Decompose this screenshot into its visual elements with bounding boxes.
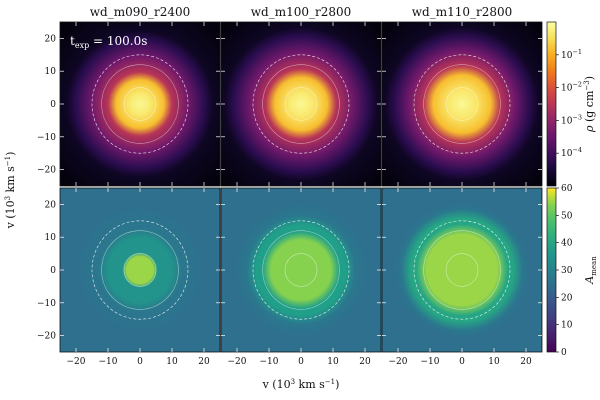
contour-ring [91, 220, 189, 320]
heatmap-field [382, 22, 542, 186]
contour-ring [445, 87, 479, 121]
time-annotation: texp = 100.0s [70, 34, 147, 50]
x-tick-label: 0 [298, 357, 304, 367]
colorbar-tick-label: 40 [561, 239, 573, 249]
x-tick-label: 0 [459, 357, 465, 367]
panel-wd_m110_r2800-amean [382, 188, 542, 352]
colorbar-label-density: ρ (g cm−3) [583, 76, 596, 133]
colorbar-tick-label: 10−4 [561, 146, 582, 159]
colorbar-label-amean: Amean [583, 256, 598, 285]
panel-wd_m110_r2800-density [382, 22, 542, 186]
contour-ring [445, 253, 479, 287]
y-tick-label: 20 [45, 200, 57, 210]
contour-ring [252, 220, 350, 320]
y-tick-label: −20 [37, 166, 56, 176]
y-tick-label: 10 [45, 67, 57, 77]
x-tick-label: −20 [67, 357, 86, 367]
contour-ring [284, 253, 318, 287]
y-axis-label: v (103 km s−1) [4, 152, 17, 230]
panel-title: wd_m100_r2800 [251, 5, 352, 19]
heatmap-field [382, 188, 542, 352]
x-tick-label: −10 [99, 357, 118, 367]
overlay-group: wd_m090_r2400 wd_m100_r2800 wd_m110_r2800t… [4, 5, 598, 391]
contour-ring [262, 64, 340, 144]
x-tick-label: 0 [137, 357, 143, 367]
colorbar-tick-label: 0 [561, 348, 567, 358]
contour-ring [252, 54, 350, 154]
y-tick-label: 0 [50, 100, 56, 110]
contour-ring [91, 54, 189, 154]
heatmap-field [60, 22, 220, 186]
y-tick-label: −20 [37, 332, 56, 342]
x-tick-label: −20 [228, 357, 247, 367]
y-tick-label: −10 [37, 133, 56, 143]
heatmap-field [221, 188, 381, 352]
colorbar-tick-label: 60 [561, 184, 573, 194]
contour-ring [284, 87, 318, 121]
y-tick-label: 10 [45, 233, 57, 243]
panel-title: wd_m090_r2400 [90, 5, 191, 19]
colorbar-tick-label: 10−1 [561, 48, 582, 61]
colorbar-tick-label: 10−2 [561, 81, 582, 94]
panel-title: wd_m110_r2800 [412, 5, 513, 19]
x-tick-label: 10 [166, 357, 178, 367]
contour-ring [101, 64, 179, 144]
x-tick-label: 20 [198, 357, 210, 367]
contour-ring [101, 230, 179, 310]
contour-ring [423, 64, 501, 144]
contour-ring [123, 87, 157, 121]
contour-ring [413, 220, 511, 320]
y-tick-label: 0 [50, 266, 56, 276]
colorbar-tick-label: 30 [561, 266, 573, 276]
panel-wd_m100_r2800-amean [221, 188, 381, 352]
x-tick-label: −10 [421, 357, 440, 367]
x-tick-label: 20 [359, 357, 371, 367]
heatmap-field [221, 22, 381, 186]
panel-wd_m090_r2400-amean [60, 188, 220, 352]
panel-wd_m090_r2400-density [60, 22, 220, 186]
x-tick-label: 10 [327, 357, 339, 367]
contour-ring [423, 230, 501, 310]
y-tick-label: −10 [37, 299, 56, 309]
colorbar-amean [546, 187, 557, 353]
panel-wd_m100_r2800-density [221, 22, 381, 186]
contour-ring [413, 54, 511, 154]
panels-group [59, 21, 543, 353]
contour-ring [262, 230, 340, 310]
x-tick-label: 20 [520, 357, 532, 367]
x-tick-label: 10 [488, 357, 500, 367]
colorbar-tick-label: 20 [561, 293, 573, 303]
x-tick-label: −20 [389, 357, 408, 367]
x-axis-label: v (103 km s−1) [262, 378, 340, 391]
colorbar-density [546, 21, 557, 187]
colorbar-tick-label: 10 [561, 321, 573, 331]
colorbar-tick-label: 50 [561, 211, 573, 221]
colorbar-tick-label: 10−3 [561, 113, 582, 126]
heatmap-field [60, 188, 220, 352]
x-tick-label: −10 [260, 357, 279, 367]
contour-ring [123, 253, 157, 287]
y-tick-label: 20 [45, 34, 57, 44]
